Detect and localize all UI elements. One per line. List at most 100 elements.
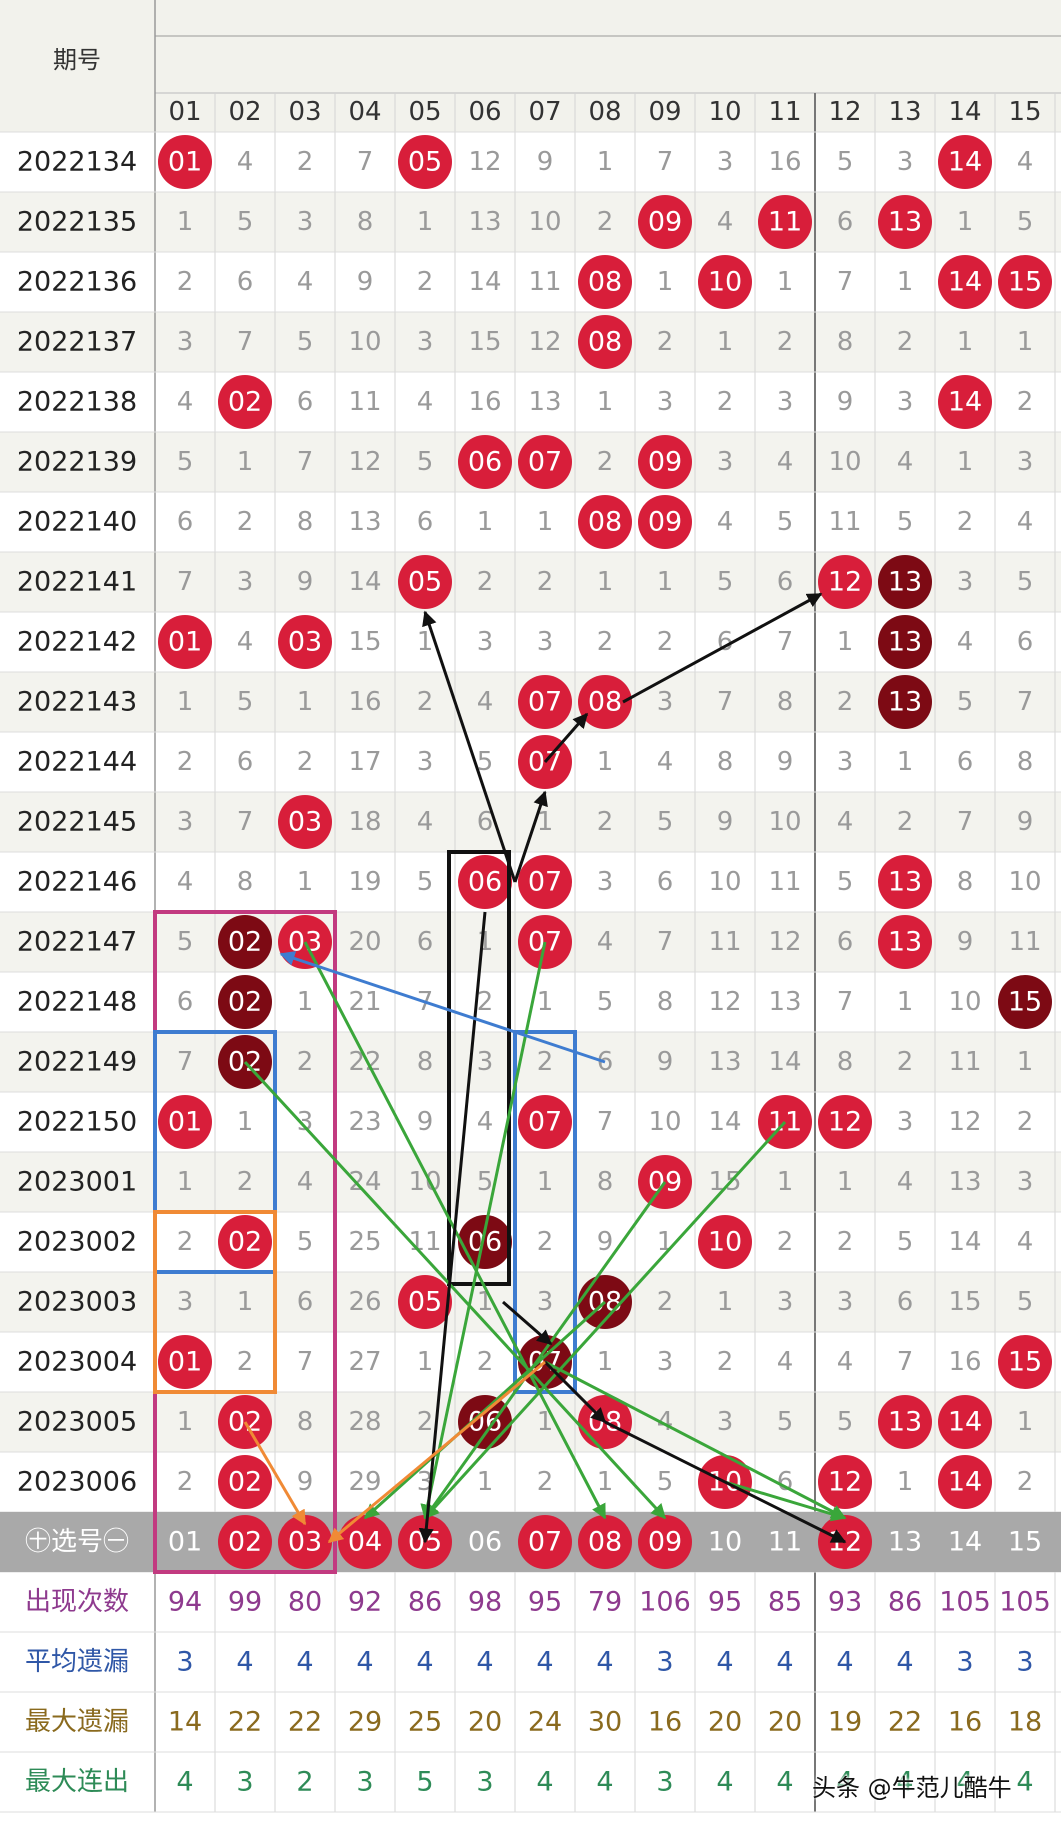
row-band (0, 792, 1061, 852)
black-arrow (604, 1420, 847, 1544)
miss-count: 2 (597, 447, 614, 477)
green-arrow (724, 1480, 847, 1522)
miss-count: 2 (837, 687, 854, 717)
miss-count: 16 (468, 387, 501, 417)
miss-count: 1 (537, 1167, 554, 1197)
miss-count: 1 (957, 207, 974, 237)
miss-count: 2 (897, 1047, 914, 1077)
ball-number: 13 (888, 567, 922, 598)
miss-count: 10 (1008, 867, 1041, 897)
row-band (0, 972, 1061, 1032)
issue-number: 2023001 (17, 1167, 137, 1198)
miss-count: 2 (297, 747, 314, 777)
ball-number: 13 (888, 1407, 922, 1438)
miss-count: 1 (837, 1167, 854, 1197)
miss-count: 1 (897, 267, 914, 297)
miss-count: 6 (477, 807, 494, 837)
ball-number: 07 (528, 447, 562, 478)
issue-number: 2022146 (17, 867, 137, 898)
miss-count: 4 (297, 1167, 314, 1197)
miss-count: 8 (297, 1407, 314, 1437)
green-arrow (363, 1300, 607, 1520)
miss-count: 4 (777, 1347, 794, 1377)
miss-count: 5 (717, 567, 734, 597)
issue-number: 2022150 (17, 1107, 137, 1138)
ball-hit (938, 1395, 992, 1449)
ball-hit (158, 1335, 212, 1389)
stats-value: 20 (768, 1707, 802, 1738)
stats-value: 79 (588, 1587, 622, 1618)
miss-count: 1 (537, 507, 554, 537)
miss-count: 2 (477, 987, 494, 1017)
ball-hit (398, 555, 452, 609)
miss-count: 3 (777, 387, 794, 417)
stats-value: 4 (896, 1647, 913, 1678)
row-band (0, 252, 1061, 312)
miss-count: 1 (837, 627, 854, 657)
miss-count: 3 (657, 687, 674, 717)
green-arrow (420, 941, 547, 1520)
issue-number: 2022148 (17, 987, 137, 1018)
miss-count: 7 (297, 1347, 314, 1377)
miss-count: 4 (597, 927, 614, 957)
select-ball (638, 1515, 692, 1569)
stats-value: 16 (648, 1707, 682, 1738)
miss-count: 5 (657, 807, 674, 837)
miss-count: 20 (348, 927, 381, 957)
ball-number: 14 (948, 1407, 982, 1438)
ball-hit (878, 555, 932, 609)
miss-count: 7 (237, 807, 254, 837)
stats-value: 4 (956, 1767, 973, 1798)
miss-count: 1 (477, 1467, 494, 1497)
ball-hit (878, 675, 932, 729)
miss-count: 1 (1017, 327, 1034, 357)
stats-label: 出现次数 (25, 1587, 129, 1617)
miss-count: 2 (717, 387, 734, 417)
miss-count: 25 (348, 1227, 381, 1257)
stats-value: 4 (716, 1647, 733, 1678)
green-arrow (243, 1060, 667, 1520)
column-header: 13 (888, 97, 921, 127)
miss-count: 11 (348, 387, 381, 417)
miss-count: 3 (777, 1287, 794, 1317)
miss-count: 2 (717, 1347, 734, 1377)
miss-count: 9 (357, 267, 374, 297)
select-number: 15 (1008, 1527, 1042, 1558)
stats-value: 3 (1016, 1647, 1033, 1678)
miss-count: 1 (177, 1167, 194, 1197)
miss-count: 2 (777, 1227, 794, 1257)
miss-count: 3 (417, 327, 434, 357)
stats-value: 105 (999, 1587, 1051, 1618)
miss-count: 15 (948, 1287, 981, 1317)
miss-count: 10 (528, 207, 561, 237)
miss-count: 4 (237, 147, 254, 177)
miss-count: 8 (357, 207, 374, 237)
orange-arrow (327, 1360, 546, 1544)
row-band (0, 1212, 1061, 1272)
miss-count: 9 (537, 147, 554, 177)
miss-count: 1 (177, 687, 194, 717)
miss-count: 3 (1017, 447, 1034, 477)
miss-count: 2 (657, 327, 674, 357)
ball-hit (518, 675, 572, 729)
miss-count: 5 (777, 1407, 794, 1437)
miss-count: 1 (177, 207, 194, 237)
stats-value: 92 (348, 1587, 382, 1618)
miss-count: 7 (177, 1047, 194, 1077)
ball-number: 07 (528, 687, 562, 718)
miss-count: 10 (828, 447, 861, 477)
miss-count: 8 (1017, 747, 1034, 777)
column-header: 09 (648, 97, 681, 127)
select-ball (278, 1515, 332, 1569)
ball-number: 10 (708, 1227, 742, 1258)
miss-count: 5 (837, 867, 854, 897)
column-header: 15 (1008, 97, 1041, 127)
miss-count: 1 (657, 267, 674, 297)
miss-count: 1 (537, 987, 554, 1017)
miss-count: 12 (468, 147, 501, 177)
miss-count: 5 (597, 987, 614, 1017)
column-header: 02 (228, 97, 261, 127)
miss-count: 4 (477, 1107, 494, 1137)
ball-hit (818, 1455, 872, 1509)
ball-hit (278, 795, 332, 849)
